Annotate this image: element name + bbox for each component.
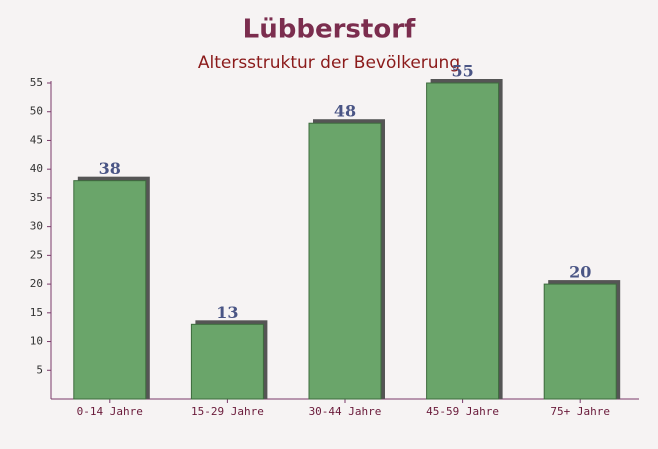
bar [426,82,500,400]
bar [73,180,147,400]
y-tick-label: 30 [30,220,43,233]
x-tick-label: 0-14 Jahre [77,405,143,418]
y-tick-label: 35 [30,191,43,204]
y-tick-label: 10 [30,335,43,348]
x-tick-label: 30-44 Jahre [309,405,382,418]
y-tick-label: 5 [36,363,43,376]
x-tick-label: 45-59 Jahre [426,405,499,418]
y-tick-label: 25 [30,248,43,261]
chart-title: Lübberstorf [243,15,416,45]
y-tick-label: 50 [30,105,43,118]
x-tick-label: 75+ Jahre [550,405,610,418]
y-tick-label: 15 [30,306,43,319]
value-label: 20 [569,263,591,282]
y-tick-label: 20 [30,277,43,290]
y-tick-label: 40 [30,162,43,175]
bar [190,323,264,400]
chart-subtitle: Altersstruktur der Bevölkerung [198,53,460,73]
y-tick-label: 55 [30,76,43,89]
value-label: 38 [99,159,121,178]
y-tick-label: 45 [30,133,43,146]
bar [543,283,617,400]
value-label: 13 [216,303,238,322]
value-label: 48 [334,102,356,121]
value-label: 55 [451,62,473,81]
x-tick-label: 15-29 Jahre [191,405,264,418]
bar [308,122,382,400]
